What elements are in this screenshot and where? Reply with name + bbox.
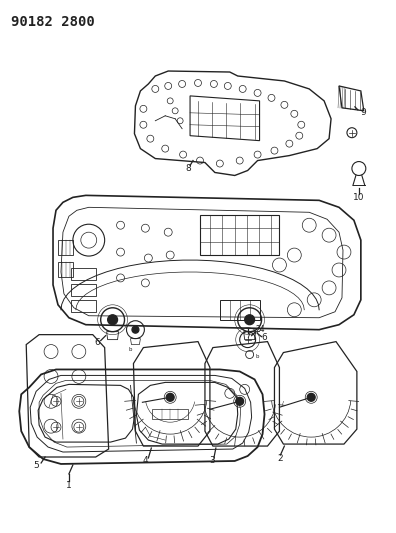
Circle shape [108, 315, 118, 325]
Text: 10: 10 [353, 193, 365, 202]
Circle shape [307, 393, 315, 401]
Text: 5: 5 [33, 462, 39, 471]
Text: 3: 3 [209, 456, 215, 465]
Text: 1: 1 [66, 481, 72, 490]
Text: 9: 9 [361, 108, 367, 117]
Text: 7: 7 [245, 331, 251, 340]
Circle shape [245, 315, 255, 325]
Text: /: / [282, 401, 284, 406]
Text: 4: 4 [143, 456, 148, 465]
Circle shape [132, 326, 139, 333]
Circle shape [166, 393, 174, 401]
Text: 2: 2 [278, 455, 283, 464]
Text: 90182 2800: 90182 2800 [11, 15, 95, 29]
Text: b: b [256, 354, 259, 359]
Circle shape [236, 397, 244, 405]
Text: 24: 24 [255, 325, 265, 334]
Text: b: b [129, 347, 132, 352]
Text: 6: 6 [95, 338, 101, 347]
Text: 8: 8 [185, 164, 191, 173]
Text: 6: 6 [262, 333, 267, 342]
